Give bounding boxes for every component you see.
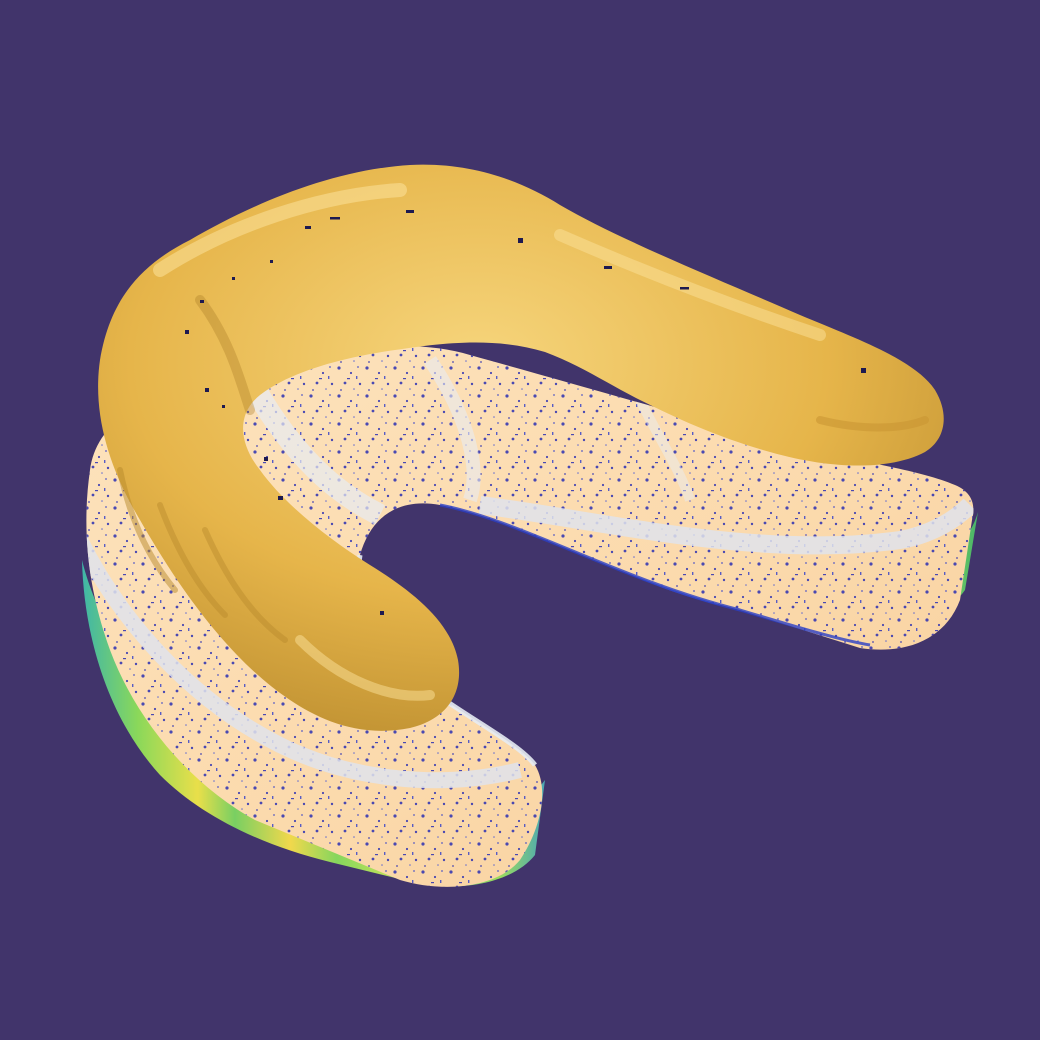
- aligner-model[interactable]: [98, 164, 944, 731]
- aligner-specks: [185, 210, 866, 615]
